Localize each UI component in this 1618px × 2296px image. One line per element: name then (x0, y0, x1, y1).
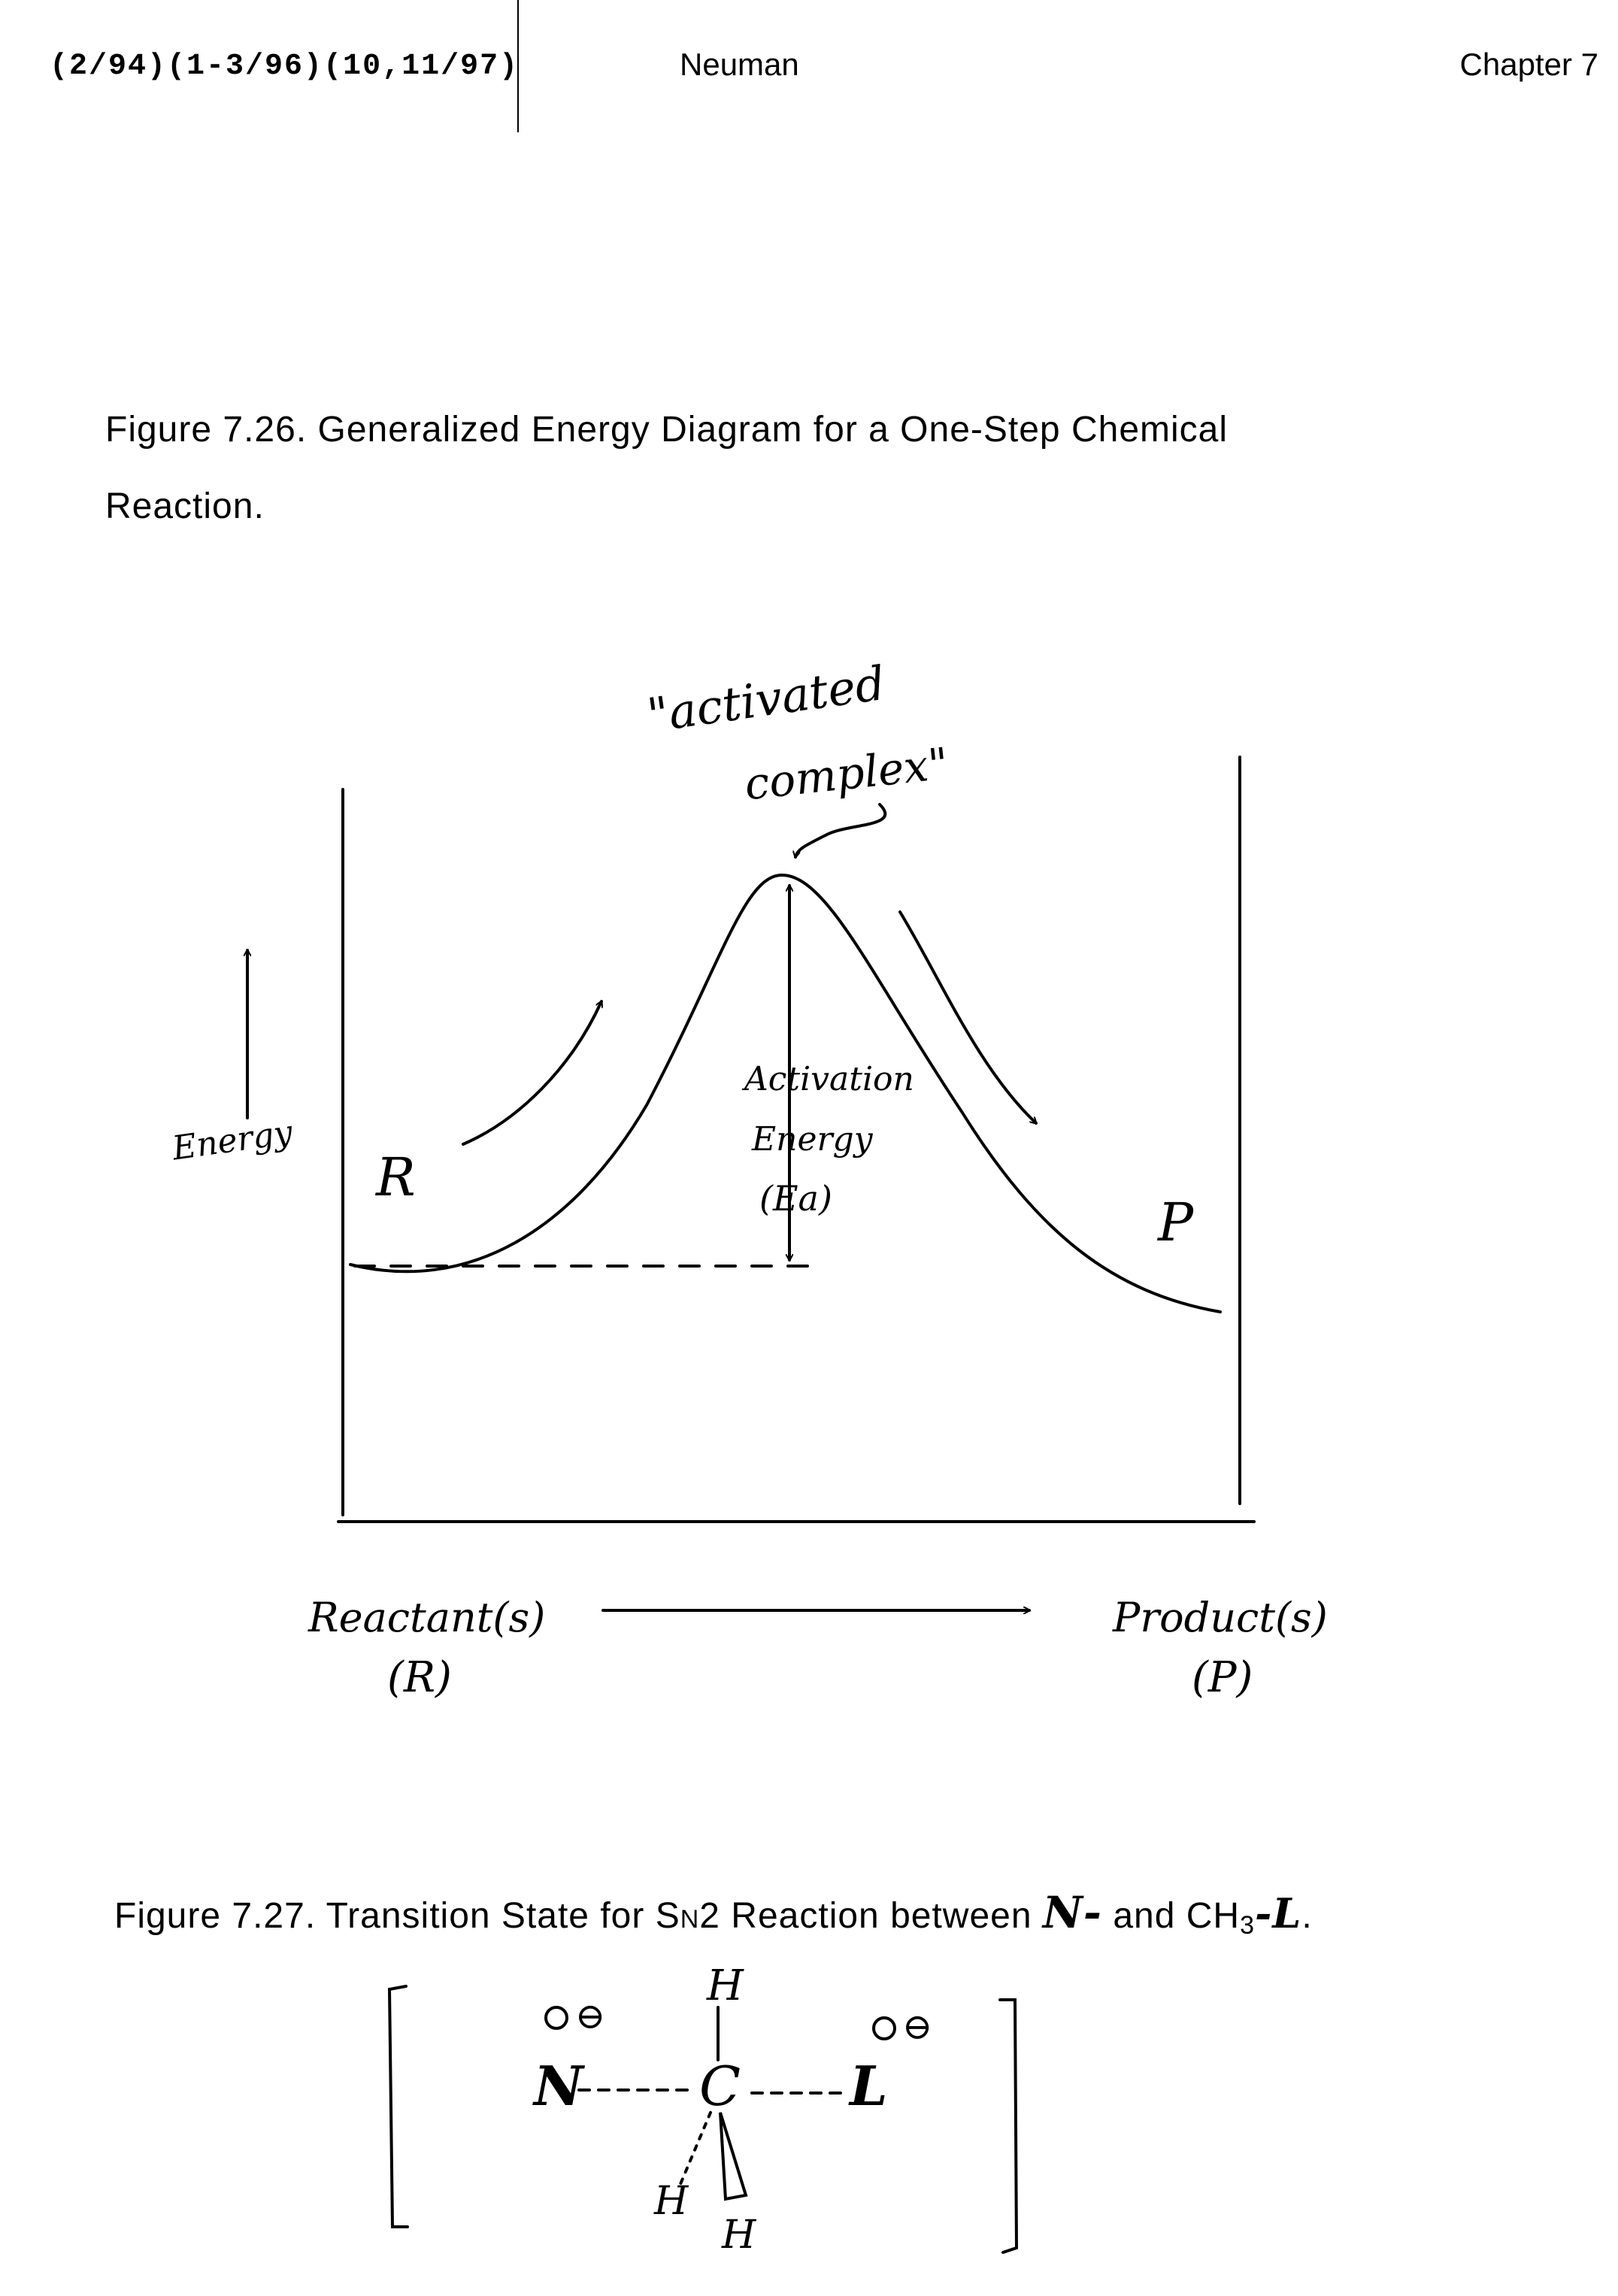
downhill-arrow (898, 910, 1036, 1123)
lone-pair-lobe-n (544, 2006, 568, 2030)
caption-mid: 2 Reaction between (699, 1896, 1043, 1936)
activated-complex-label-1: "activated (644, 656, 888, 744)
reactant-point-label: R (374, 1146, 416, 1208)
caption-and: and CH (1101, 1896, 1241, 1936)
atom-h-left: H (653, 2179, 689, 2224)
complex-pointer-arrow (795, 803, 887, 857)
caption-end: . (1301, 1896, 1313, 1936)
hashed-bond-h-left (679, 2111, 712, 2185)
wedge-bond-h-bottom (719, 2112, 748, 2201)
revision-dates: (2/94)(1-3/96)(10,11/97) (50, 50, 520, 83)
product-point-label: P (1156, 1192, 1195, 1253)
caption-leaving-group: -L (1255, 1889, 1302, 1937)
atom-h-bottom: H (721, 2213, 757, 2258)
scan-mark-line (517, 0, 519, 132)
caption-prefix: Figure 7.27. Transition State for S (114, 1896, 680, 1936)
activation-energy-label-2: Energy (751, 1120, 874, 1159)
lone-pair-charge-l: ⊖ (902, 2006, 932, 2048)
figure-7-27-caption: Figure 7.27. Transition State for SN2 Re… (114, 1887, 1313, 1940)
products-abbr: (P) (1192, 1653, 1253, 1702)
lone-pair-lobe-l (872, 2016, 896, 2040)
left-bracket (387, 1985, 409, 2228)
atom-c: C (699, 2055, 741, 2118)
figure-7-26-caption-line2: Reaction. (105, 486, 265, 526)
right-bracket (998, 1998, 1019, 2254)
atom-l: L (848, 2054, 888, 2118)
caption-subscript-3: 3 (1240, 1911, 1255, 1940)
reactants-abbr: (R) (387, 1653, 452, 1702)
author-name: Neuman (680, 47, 799, 82)
uphill-arrow (462, 1001, 601, 1146)
caption-nucleophile: N- (1042, 1887, 1102, 1938)
caption-subscript-n: N (680, 1905, 700, 1934)
activation-energy-label-3: (Ea) (759, 1178, 832, 1219)
chapter-label: Chapter 7 (1459, 47, 1598, 82)
energy-curve (349, 873, 1222, 1313)
products-label: Product(s) (1112, 1594, 1328, 1641)
atom-h-top: H (706, 1961, 744, 2010)
activation-energy-label-1: Activation (741, 1060, 914, 1098)
lone-pair-charge-n: ⊖ (575, 1995, 605, 2037)
activated-complex-label-2: complex" (742, 738, 950, 810)
atom-n: N (532, 2054, 586, 2118)
energy-axis-label: Energy (169, 1113, 295, 1168)
reactants-label: Reactant(s) (308, 1594, 545, 1641)
figure-7-26-caption-line1: Figure 7.26. Generalized Energy Diagram … (105, 410, 1229, 450)
